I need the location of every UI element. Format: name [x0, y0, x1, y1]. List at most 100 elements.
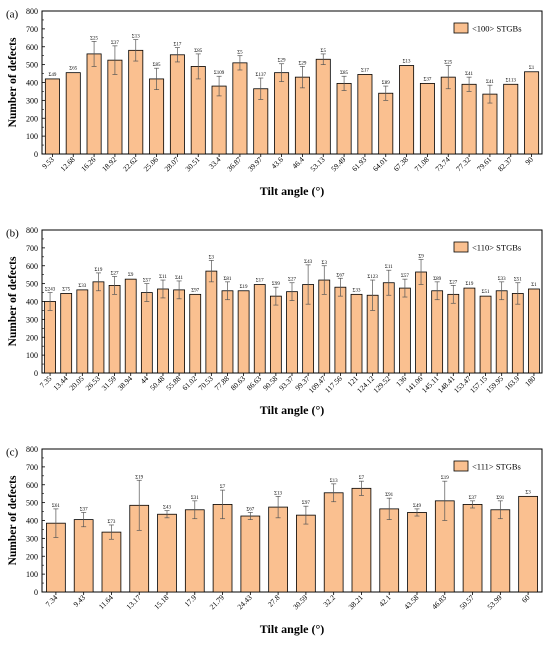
legend-label: <110> STGBs — [472, 243, 521, 253]
sigma-label: Σ49 — [48, 73, 56, 78]
x-tick-label: 71.08 — [413, 155, 431, 173]
x-tick-label: 61.93 — [350, 155, 368, 173]
sigma-label: Σ25 — [90, 36, 98, 41]
y-axis-label: Number of defects — [7, 256, 19, 346]
x-tick-label: 50.48 — [148, 374, 166, 392]
x-tick-label: 79.61 — [475, 155, 493, 173]
x-tick-label: 31.59 — [100, 374, 118, 392]
bar — [274, 72, 290, 155]
sigma-label: Σ67 — [336, 273, 344, 278]
panel-label: (c) — [6, 447, 19, 459]
bar — [60, 293, 73, 374]
x-tick-label: 28.07 — [163, 155, 181, 173]
x-tick-label: 24.43 — [235, 593, 253, 611]
legend-label: <100> STGBs — [472, 24, 522, 34]
bar — [232, 62, 248, 155]
x-tick-label: 16.26 — [79, 155, 97, 173]
x-tick-label: 55.88 — [164, 374, 182, 392]
x-tick-label: 18.92 — [100, 155, 118, 173]
bar — [490, 509, 511, 593]
x-tick-label: 61.02 — [180, 374, 198, 392]
bar — [169, 54, 185, 155]
sigma-label: Σ43 — [163, 506, 171, 511]
sigma-label: Σ13 — [403, 60, 411, 65]
x-tick-label: 93.37 — [277, 374, 295, 392]
bar — [463, 287, 476, 374]
bar — [431, 290, 444, 374]
sigma-label: Σ91 — [385, 493, 393, 498]
x-tick-label: 38.94 — [116, 374, 134, 392]
sigma-label: Σ49 — [413, 504, 421, 509]
bar — [350, 293, 363, 374]
bar — [461, 83, 477, 155]
bar — [315, 58, 331, 155]
x-tick-label: 25.06 — [142, 155, 160, 173]
bar — [399, 65, 415, 155]
x-tick-label: 30.51 — [183, 155, 201, 173]
x-tick-label: 159.95 — [484, 374, 505, 395]
bar — [294, 76, 310, 155]
sigma-label: Σ3 — [322, 261, 328, 266]
sigma-label: Σ9 — [128, 273, 134, 278]
sigma-label: Σ27 — [111, 271, 119, 276]
bar — [407, 512, 427, 593]
x-tick-label: 90.58 — [261, 374, 279, 392]
x-tick-label: 9.53 — [40, 155, 56, 171]
bar — [296, 514, 316, 593]
bar — [92, 281, 105, 374]
y-tick-label: 100 — [26, 351, 38, 360]
sigma-label: Σ37 — [423, 77, 431, 82]
sigma-label: Σ27 — [288, 278, 296, 283]
bar — [447, 293, 460, 374]
x-tick-label: 80.63 — [229, 374, 247, 392]
sigma-label: Σ13 — [132, 35, 140, 40]
x-tick-label: 53.13 — [308, 155, 326, 173]
bar — [415, 271, 427, 374]
bar — [399, 287, 411, 374]
y-tick-label: 600 — [26, 481, 38, 490]
sigma-label: Σ97 — [191, 288, 199, 293]
sigma-label: Σ85 — [194, 49, 202, 54]
x-tick-label: 43.58 — [402, 593, 420, 611]
y-tick-label: 200 — [26, 552, 38, 561]
x-tick-label: 42.1 — [377, 593, 393, 609]
y-tick-label: 400 — [26, 517, 38, 526]
bar — [479, 295, 492, 374]
x-tick-label: 13.17 — [124, 593, 142, 611]
x-tick-label: 86.63 — [245, 374, 263, 392]
x-tick-label: 90 — [523, 155, 535, 167]
sigma-label: Σ97 — [302, 501, 310, 506]
x-tick-label: 9.43 — [71, 593, 87, 609]
sigma-label: Σ43 — [304, 260, 312, 265]
x-tick-label: 7.34 — [44, 593, 60, 609]
bar — [190, 66, 206, 155]
sigma-label: Σ75 — [62, 287, 70, 292]
x-tick-label: 38.21 — [347, 593, 365, 611]
y-axis-label: Number of defects — [7, 37, 19, 127]
x-tick-label: 20.05 — [67, 374, 85, 392]
bar — [269, 295, 282, 374]
x-tick-label: 141.06 — [403, 374, 424, 395]
x-tick-label: 39.97 — [246, 155, 264, 173]
y-tick-label: 800 — [26, 7, 38, 16]
bar — [253, 284, 266, 374]
y-tick-label: 700 — [26, 244, 38, 253]
bar — [157, 288, 169, 374]
sigma-label: Σ9 — [418, 254, 424, 259]
x-tick-label: 21.79 — [208, 593, 226, 611]
x-tick-label: 109.47 — [307, 374, 328, 395]
y-tick-label: 100 — [26, 132, 38, 141]
sigma-label: Σ19 — [465, 282, 473, 287]
bar — [286, 291, 298, 374]
bar — [149, 78, 165, 155]
x-tick-label: 77.32 — [454, 155, 472, 173]
bar — [189, 293, 202, 374]
x-tick-label: 32.2 — [321, 593, 337, 609]
bar — [44, 301, 56, 374]
bar — [336, 82, 352, 155]
sigma-label: Σ85 — [153, 63, 161, 68]
sigma-label: Σ31 — [191, 496, 199, 501]
sigma-label: Σ13 — [330, 479, 338, 484]
legend-swatch — [453, 22, 469, 34]
y-tick-label: 200 — [26, 114, 38, 123]
